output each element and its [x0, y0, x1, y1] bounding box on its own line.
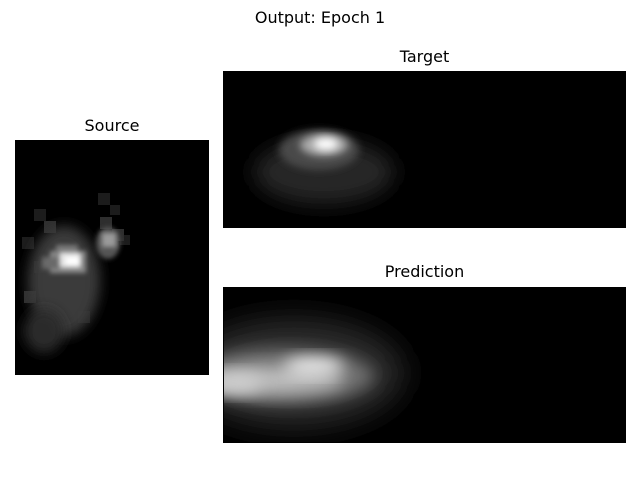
figure-title: Output: Epoch 1: [254, 8, 386, 27]
target-title: Target: [399, 47, 450, 66]
prediction-title: Prediction: [384, 262, 465, 281]
target-image: [223, 71, 626, 228]
source-image: [15, 140, 209, 375]
prediction-image: [223, 287, 626, 443]
target-heatmap: [224, 72, 625, 227]
source-title: Source: [84, 116, 140, 135]
source-heatmap: [16, 141, 208, 374]
prediction-heatmap: [224, 288, 625, 442]
